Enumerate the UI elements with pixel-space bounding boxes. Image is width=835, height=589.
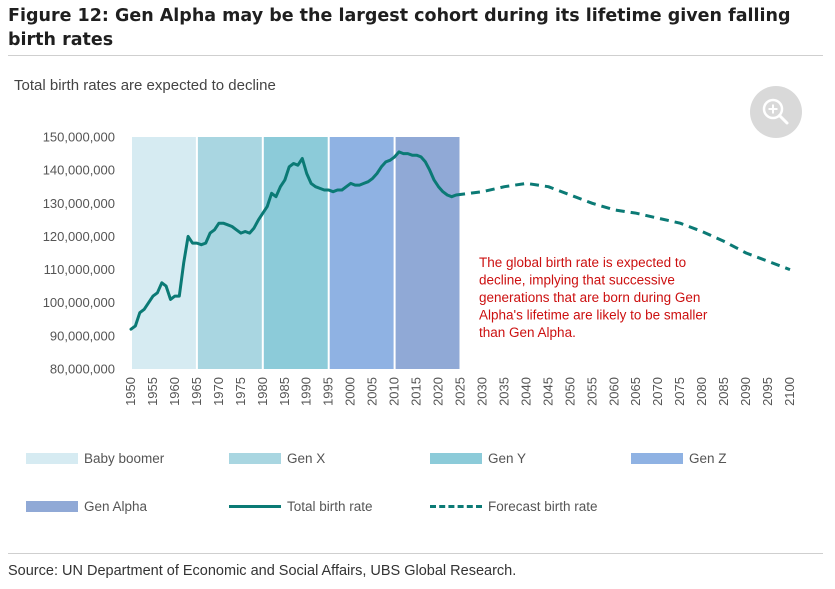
x-tick-label: 1980 bbox=[255, 377, 270, 406]
title-divider bbox=[8, 55, 823, 56]
legend-item-total-birth-rate[interactable]: Total birth rate bbox=[229, 499, 373, 514]
birth-rate-chart: 80,000,000 90,000,000 100,000,000 110,000,0… bbox=[43, 130, 797, 406]
x-tick-label: 2100 bbox=[782, 377, 797, 406]
legend-item-baby-boomer[interactable]: Baby boomer bbox=[26, 451, 164, 466]
x-tick-label: 2005 bbox=[365, 377, 380, 406]
x-tick-label: 1970 bbox=[211, 377, 226, 406]
legend-label: Baby boomer bbox=[84, 451, 165, 466]
legend-label: Gen Z bbox=[689, 451, 727, 466]
annotation-line: generations that are born during Gen bbox=[479, 290, 700, 305]
legend-label: Forecast birth rate bbox=[488, 499, 598, 514]
x-tick-label: 1950 bbox=[123, 377, 138, 406]
x-tick-label: 2030 bbox=[474, 377, 489, 406]
x-tick-label: 2045 bbox=[540, 377, 555, 406]
legend-swatch bbox=[26, 453, 78, 464]
x-tick-label: 2080 bbox=[694, 377, 709, 406]
x-tick-label: 2020 bbox=[431, 377, 446, 406]
legend-swatch bbox=[430, 453, 482, 464]
legend-label: Gen Y bbox=[488, 451, 527, 466]
x-tick-label: 2065 bbox=[628, 377, 643, 406]
y-axis: 80,000,000 90,000,000 100,000,000 110,000,0… bbox=[43, 130, 115, 377]
annotation-line: Alpha's lifetime are likely to be smalle… bbox=[479, 308, 708, 323]
x-axis: 1950 1955 1960 1965 1970 1975 1980 1985 1990 1995… bbox=[123, 377, 797, 406]
band-gen-y bbox=[263, 137, 328, 369]
y-tick-label: 110,000,000 bbox=[44, 262, 115, 277]
y-tick-label: 130,000,000 bbox=[43, 196, 115, 211]
y-tick-label: 140,000,000 bbox=[43, 163, 115, 178]
legend-swatch bbox=[26, 501, 78, 512]
x-tick-label: 2070 bbox=[650, 377, 665, 406]
legend-swatch bbox=[430, 505, 482, 508]
generation-bands bbox=[132, 137, 460, 369]
band-gen-alpha bbox=[395, 137, 460, 369]
zoom-button[interactable] bbox=[750, 86, 802, 138]
legend-swatch bbox=[631, 453, 683, 464]
annotation-line: The global birth rate is expected to bbox=[479, 255, 686, 270]
x-tick-label: 2040 bbox=[518, 377, 533, 406]
x-tick-label: 1985 bbox=[277, 377, 292, 406]
legend-swatch bbox=[229, 453, 281, 464]
y-tick-label: 80,000,000 bbox=[50, 362, 115, 377]
x-tick-label: 2035 bbox=[496, 377, 511, 406]
source-divider bbox=[8, 553, 823, 554]
legend-swatch bbox=[229, 505, 281, 508]
band-gen-x bbox=[197, 137, 262, 369]
chart-subtitle: Total birth rates are expected to declin… bbox=[14, 77, 276, 94]
x-tick-label: 2025 bbox=[453, 377, 468, 406]
legend-item-gen-z[interactable]: Gen Z bbox=[631, 451, 727, 466]
figure-title: Figure 12: Gen Alpha may be the largest … bbox=[8, 6, 791, 50]
x-tick-label: 2015 bbox=[409, 377, 424, 406]
x-tick-label: 2050 bbox=[562, 377, 577, 406]
total-birth-rate-line bbox=[129, 150, 458, 331]
legend-item-gen-y[interactable]: Gen Y bbox=[430, 451, 526, 466]
x-tick-label: 1990 bbox=[299, 377, 314, 406]
legend-item-forecast-birth-rate[interactable]: Forecast birth rate bbox=[430, 499, 598, 514]
x-tick-label: 2090 bbox=[738, 377, 753, 406]
x-tick-label: 1995 bbox=[321, 377, 336, 406]
annotation-line: than Gen Alpha. bbox=[479, 325, 576, 340]
x-tick-label: 2075 bbox=[672, 377, 687, 406]
forecast-birth-rate-line bbox=[455, 181, 791, 272]
x-tick-label: 1975 bbox=[233, 377, 248, 406]
x-tick-label: 2000 bbox=[343, 377, 358, 406]
y-tick-label: 120,000,000 bbox=[43, 229, 115, 244]
legend-item-gen-x[interactable]: Gen X bbox=[229, 451, 325, 466]
x-tick-label: 2055 bbox=[584, 377, 599, 406]
x-tick-label: 2095 bbox=[760, 377, 775, 406]
x-tick-label: 1960 bbox=[167, 377, 182, 406]
legend-label: Total birth rate bbox=[287, 499, 373, 514]
series-lines bbox=[129, 150, 791, 331]
band-gen-z bbox=[329, 137, 394, 369]
y-tick-label: 100,000,000 bbox=[43, 295, 115, 310]
annotation-line: decline, implying that successive bbox=[479, 273, 675, 288]
x-tick-label: 1955 bbox=[145, 377, 160, 406]
y-tick-label: 150,000,000 bbox=[43, 130, 115, 145]
x-tick-label: 2060 bbox=[606, 377, 621, 406]
zoom-in-icon bbox=[762, 98, 789, 125]
source-note: Source: UN Department of Economic and So… bbox=[8, 563, 517, 579]
legend-label: Gen X bbox=[287, 451, 326, 466]
chart-annotation: The global birth rate is expected to decl… bbox=[479, 255, 708, 340]
x-tick-label: 2085 bbox=[716, 377, 731, 406]
x-tick-label: 2010 bbox=[387, 377, 402, 406]
x-tick-label: 1965 bbox=[189, 377, 204, 406]
legend-label: Gen Alpha bbox=[84, 499, 148, 514]
y-tick-label: 90,000,000 bbox=[50, 328, 115, 343]
legend-item-gen-alpha[interactable]: Gen Alpha bbox=[26, 499, 147, 514]
